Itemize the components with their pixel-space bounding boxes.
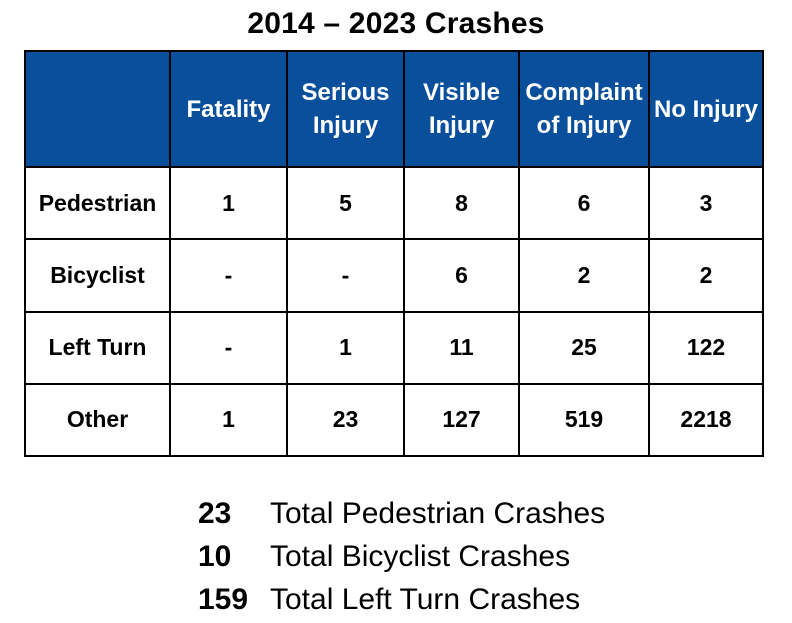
column-header-fatality: Fatality (169, 50, 288, 168)
table-cell: 8 (403, 165, 520, 241)
total-left-turn-label: Total Left Turn Crashes (270, 583, 581, 616)
table-cell: 127 (403, 382, 520, 458)
column-header-no-injury: No Injury (648, 50, 764, 168)
table-cell: 122 (648, 310, 764, 385)
row-label-left-turn: Left Turn (24, 310, 171, 385)
table-corner-cell (24, 50, 171, 168)
table-cell: 6 (403, 238, 520, 313)
table-cell: 11 (403, 310, 520, 385)
total-pedestrian-number: 23 (198, 497, 232, 530)
column-header-visible-injury: Visible Injury (403, 50, 520, 168)
table-row: Bicyclist - - 6 2 2 (24, 238, 764, 313)
table-cell: 519 (518, 382, 650, 458)
total-left-turn-number: 159 (198, 583, 249, 616)
table-cell: 25 (518, 310, 650, 385)
total-bicyclist-label: Total Bicyclist Crashes (270, 540, 571, 573)
row-label-other: Other (24, 382, 171, 458)
row-label-pedestrian: Pedestrian (24, 165, 171, 241)
table-cell: 1 (169, 382, 288, 458)
total-left-turn-line: 159 Total Left Turn Crashes (198, 578, 605, 621)
crash-table: Fatality Serious Injury Visible Injury C… (24, 50, 764, 458)
total-bicyclist-line: 10 Total Bicyclist Crashes (198, 535, 605, 578)
row-label-bicyclist: Bicyclist (24, 238, 171, 313)
table-cell: 2218 (648, 382, 764, 458)
table-cell: 2 (518, 238, 650, 313)
table-cell: 1 (286, 310, 405, 385)
table-cell: 5 (286, 165, 405, 241)
table-cell: 3 (648, 165, 764, 241)
table-cell: 23 (286, 382, 405, 458)
column-header-complaint-of-injury: Complaint of Injury (518, 50, 650, 168)
total-pedestrian-line: 23 Total Pedestrian Crashes (198, 492, 605, 535)
table-cell: 1 (169, 165, 288, 241)
column-header-serious-injury: Serious Injury (286, 50, 405, 168)
table-cell: - (169, 238, 288, 313)
table-cell: 6 (518, 165, 650, 241)
table-row: Other 1 23 127 519 2218 (24, 382, 764, 458)
table-cell: 2 (648, 238, 764, 313)
table-row: Pedestrian 1 5 8 6 3 (24, 165, 764, 241)
table-header-row: Fatality Serious Injury Visible Injury C… (24, 50, 764, 168)
page-title: 2014 – 2023 Crashes (247, 7, 545, 40)
table-cell: - (286, 238, 405, 313)
total-pedestrian-label: Total Pedestrian Crashes (270, 497, 606, 530)
table-row: Left Turn - 1 11 25 122 (24, 310, 764, 385)
total-bicyclist-number: 10 (198, 540, 232, 573)
table-cell: - (169, 310, 288, 385)
totals-summary: 23 Total Pedestrian Crashes 10 Total Bic… (198, 492, 605, 621)
